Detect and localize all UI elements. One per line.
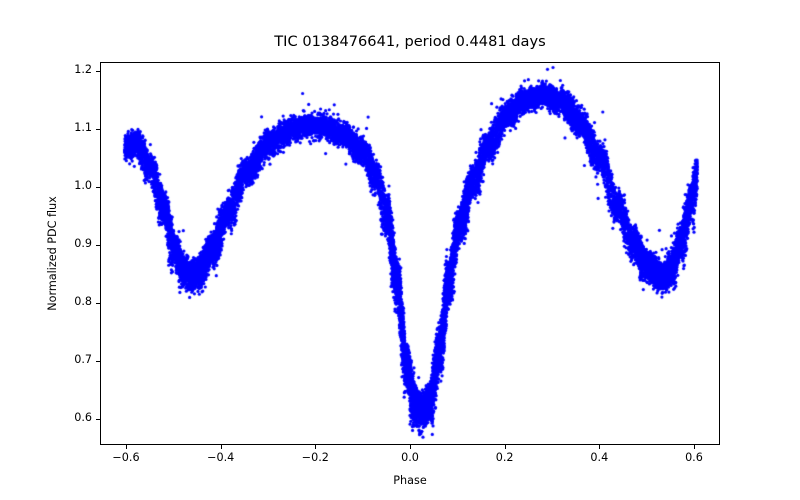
x-axis-tick <box>504 445 506 449</box>
y-axis-tick-label: 0.8 <box>74 294 92 308</box>
y-axis-tick-label: 1.0 <box>74 178 92 192</box>
y-axis-tick <box>96 186 100 188</box>
y-axis-tick <box>96 360 100 362</box>
y-axis-tick <box>96 418 100 420</box>
x-axis-tick-label: 0.0 <box>401 451 419 464</box>
y-axis-tick <box>96 302 100 304</box>
x-axis-tick <box>693 445 696 449</box>
y-axis-tick-label: 1.1 <box>74 120 92 134</box>
y-axis-tick-label: 0.6 <box>74 410 92 424</box>
y-axis-tick-label: 1.2 <box>74 62 92 76</box>
x-axis-label: Phase <box>393 474 427 487</box>
page-title: TIC 0138476641, period 0.4481 days <box>274 33 546 50</box>
x-axis-tick <box>220 445 222 449</box>
y-axis-tick <box>96 128 100 130</box>
scatter-plot-canvas <box>101 63 721 446</box>
x-axis-tick-label: 0.6 <box>685 451 703 464</box>
y-axis-tick-label: 0.7 <box>74 352 92 366</box>
x-axis-tick <box>410 445 412 449</box>
y-axis-tick <box>96 70 100 72</box>
x-axis-tick-label: −0.4 <box>207 451 235 464</box>
plot-axes-frame <box>100 62 721 446</box>
x-axis-tick-label: 0.4 <box>590 451 609 464</box>
y-axis-label: Normalized PDC flux <box>46 196 59 311</box>
y-axis-tick-label: 0.9 <box>74 236 92 250</box>
x-axis-tick <box>126 445 128 449</box>
x-axis-tick-label: −0.6 <box>112 451 140 464</box>
x-axis-tick <box>315 445 317 449</box>
x-axis-tick-label: 0.2 <box>495 451 514 464</box>
x-axis-tick <box>599 445 601 449</box>
y-axis-tick <box>96 244 100 246</box>
x-axis-tick-label: −0.2 <box>301 451 329 464</box>
